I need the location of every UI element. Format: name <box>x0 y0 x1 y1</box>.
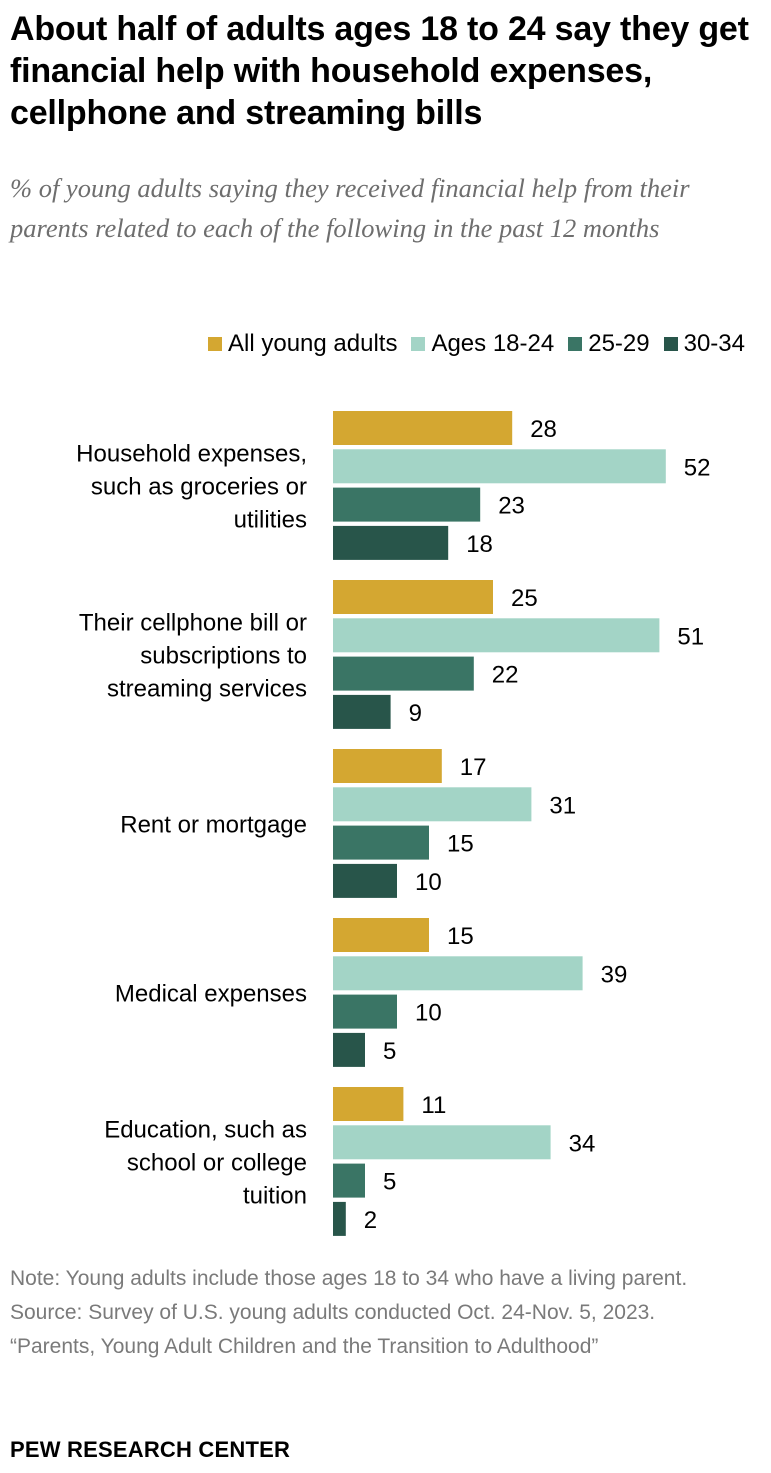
legend-swatch <box>208 337 222 351</box>
bar <box>333 956 583 991</box>
bar <box>333 411 513 445</box>
category-label: tuition <box>243 1182 307 1209</box>
bar-value-label: 17 <box>460 754 487 781</box>
bar <box>333 1201 346 1236</box>
bar-value-label: 10 <box>415 1000 442 1027</box>
bar-value-label: 9 <box>409 700 422 727</box>
bar-value-label: 39 <box>601 961 628 988</box>
category-label: Education, such as <box>104 1116 307 1143</box>
bar <box>333 994 397 1029</box>
bar <box>333 749 442 783</box>
bar <box>333 1087 404 1121</box>
category-label: streaming services <box>107 675 307 702</box>
bar-value-label: 34 <box>569 1130 596 1157</box>
note-text: Note: Young adults include those ages 18… <box>10 1267 688 1290</box>
category-label: Rent or mortgage <box>120 811 307 838</box>
legend-label: 30-34 <box>683 330 745 357</box>
bar <box>333 825 429 860</box>
chart-title: About half of adults ages 18 to 24 say t… <box>10 10 749 132</box>
bar <box>333 618 660 653</box>
legend: All young adults Ages 18-24 25-29 30-34 <box>0 326 745 362</box>
bar-value-label: 15 <box>447 923 474 950</box>
bar-value-label: 28 <box>530 416 557 443</box>
legend-swatch <box>411 337 426 351</box>
bar-value-label: 5 <box>383 1038 396 1065</box>
legend-swatch <box>568 337 583 351</box>
category-label: school or college <box>127 1149 307 1176</box>
bar-value-label: 15 <box>447 831 474 858</box>
bar <box>333 449 666 484</box>
legend-label: 25-29 <box>588 330 650 357</box>
bar-value-label: 11 <box>421 1092 446 1119</box>
bar-value-label: 18 <box>466 531 493 558</box>
bar-value-label: 25 <box>511 585 538 612</box>
bar-value-label: 31 <box>549 792 576 819</box>
bar <box>333 863 397 898</box>
category-label: Household expenses, <box>76 440 307 467</box>
legend-item-1: Ages 18-24 <box>411 330 554 358</box>
bar <box>333 918 429 952</box>
bar <box>333 656 474 691</box>
bar <box>333 525 449 560</box>
chart-subtitle: % of young adults saying they received f… <box>10 173 690 243</box>
bar-value-label: 52 <box>684 454 711 481</box>
bar-value-label: 51 <box>677 623 704 650</box>
bar <box>333 487 481 522</box>
category-label: utilities <box>234 506 307 533</box>
bar <box>333 580 493 614</box>
bar <box>333 787 532 822</box>
bar-value-label: 23 <box>498 493 525 520</box>
bar-value-label: 2 <box>364 1207 377 1234</box>
category-label: Their cellphone bill or <box>79 609 307 636</box>
bar-value-label: 5 <box>383 1169 396 1196</box>
bar-value-label: 10 <box>415 869 442 896</box>
bar <box>333 1125 551 1160</box>
category-label: Medical expenses <box>115 980 307 1007</box>
bar <box>333 694 391 729</box>
legend-item-3: 30-34 <box>663 330 745 358</box>
legend-swatch <box>663 337 678 351</box>
category-label: subscriptions to <box>140 642 307 669</box>
bar-value-label: 22 <box>492 662 519 689</box>
legend-item-2: 25-29 <box>568 330 650 358</box>
bar <box>333 1032 365 1067</box>
report-title: “Parents, Young Adult Children and the T… <box>10 1335 599 1358</box>
legend-label: Ages 18-24 <box>431 330 555 357</box>
category-label: such as groceries or <box>91 473 307 500</box>
source-text: Source: Survey of U.S. young adults cond… <box>10 1301 656 1324</box>
legend-label: All young adults <box>228 330 398 357</box>
legend-item-0: All young adults <box>208 330 397 358</box>
brand-logo-text: PEW RESEARCH CENTER <box>10 1437 291 1462</box>
chart-notes: Note: Young adults include those ages 18… <box>10 1262 760 1364</box>
bar <box>333 1163 365 1198</box>
